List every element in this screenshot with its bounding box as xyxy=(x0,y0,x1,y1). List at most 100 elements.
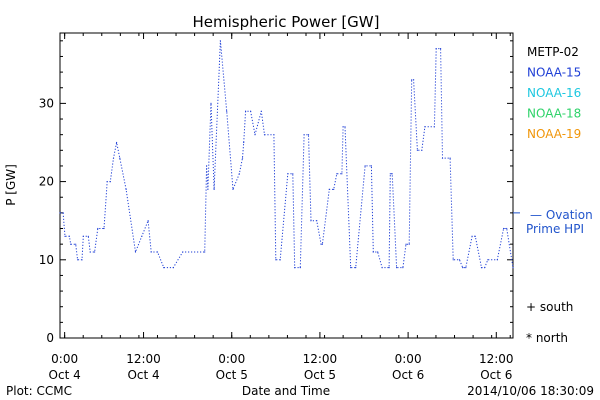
marker-south-label: + south xyxy=(526,300,573,314)
data-point xyxy=(243,141,245,144)
data-point xyxy=(336,173,338,175)
data-point xyxy=(106,181,108,183)
data-point xyxy=(421,149,423,151)
y-tick-label: 30 xyxy=(39,96,54,110)
data-point xyxy=(163,267,165,269)
data-point xyxy=(254,134,256,136)
data-point xyxy=(341,173,343,175)
data-point xyxy=(226,110,228,112)
data-point xyxy=(64,235,66,237)
x-tick-time-label: 0:00 xyxy=(51,352,78,366)
data-point xyxy=(310,220,312,222)
data-point xyxy=(405,243,407,245)
x-tick-date-label: Oct 6 xyxy=(480,368,512,382)
legend: METP-02 NOAA-15 NOAA-16 NOAA-18 NOAA-19 xyxy=(527,45,581,141)
data-point xyxy=(484,267,486,269)
x-axis: 0:00 Oct 4 12:00 Oct 4 0:00 Oct 5 12:00 Oct 5 0:… xyxy=(49,33,514,382)
legend-item-noaa-16: NOAA-16 xyxy=(527,86,581,100)
x-tick-time-label: 0:00 xyxy=(218,352,245,366)
data-point xyxy=(402,267,404,269)
data-point xyxy=(396,267,398,269)
footer-left: Plot: CCMC xyxy=(6,384,72,398)
data-point xyxy=(333,188,335,190)
data-point xyxy=(156,251,159,253)
data-point xyxy=(381,267,383,269)
data-point xyxy=(370,165,372,167)
x-tick-time-label: 12:00 xyxy=(126,352,161,366)
data-point xyxy=(474,235,476,237)
data-point xyxy=(70,243,72,245)
data-point xyxy=(77,259,79,261)
data-point xyxy=(59,212,61,214)
data-point xyxy=(321,243,323,245)
data-point xyxy=(89,251,91,253)
data-point xyxy=(182,251,184,253)
data-point xyxy=(241,157,244,159)
x-tick-date-label: Oct 5 xyxy=(216,368,248,382)
data-point xyxy=(109,181,111,183)
data-point xyxy=(355,267,357,269)
data-point xyxy=(94,251,96,253)
footer-right: 2014/10/06 18:30:09 xyxy=(467,384,594,398)
data-point xyxy=(328,188,330,190)
y-axis: 0 10 20 30 xyxy=(39,40,513,345)
data-point xyxy=(480,267,483,269)
marker-north-label: * north xyxy=(526,331,568,345)
data-point xyxy=(68,235,70,237)
y-tick-label: 0 xyxy=(46,331,54,345)
data-point xyxy=(449,157,451,159)
y-axis-label: P [GW] xyxy=(4,164,18,206)
data-point xyxy=(413,79,415,81)
data-point xyxy=(503,227,505,230)
data-point xyxy=(172,267,174,269)
data-point xyxy=(320,243,322,245)
data-point xyxy=(462,267,464,269)
data-point xyxy=(206,165,208,167)
data-point xyxy=(279,259,281,261)
data-point xyxy=(210,102,212,104)
ovation-label-line1: — Ovation xyxy=(530,208,593,222)
data-point xyxy=(458,259,461,261)
chart-title: Hemispheric Power [GW] xyxy=(193,13,380,31)
y-tick-label: 10 xyxy=(39,253,54,267)
data-point xyxy=(350,267,352,269)
series-line-noaa-15 xyxy=(60,40,514,269)
data-point xyxy=(440,48,442,50)
data-point xyxy=(316,220,318,222)
data-point xyxy=(344,126,346,128)
legend-item-metp-02: METP-02 xyxy=(527,45,579,59)
data-point xyxy=(141,235,143,237)
data-point xyxy=(506,227,508,230)
data-point xyxy=(207,188,209,190)
data-point xyxy=(389,173,391,175)
data-point xyxy=(119,157,121,159)
series-layer xyxy=(59,40,514,269)
data-point xyxy=(250,110,252,112)
data-point xyxy=(287,173,289,175)
y-tick-label: 20 xyxy=(39,175,54,189)
data-point xyxy=(307,134,310,136)
data-point xyxy=(433,126,435,128)
x-tick-date-label: Oct 6 xyxy=(392,368,424,382)
data-point xyxy=(408,243,410,245)
x-tick-time-label: 12:00 xyxy=(479,352,514,366)
data-point xyxy=(512,267,514,269)
data-point xyxy=(213,188,215,190)
data-point xyxy=(294,267,296,269)
data-point xyxy=(299,267,301,269)
data-point xyxy=(471,235,473,237)
data-point xyxy=(238,173,240,175)
data-point xyxy=(62,212,64,214)
data-point xyxy=(411,79,413,81)
data-point xyxy=(147,220,149,222)
data-point xyxy=(260,110,262,112)
data-point xyxy=(219,40,221,42)
data-point xyxy=(377,251,379,253)
x-tick-date-label: Oct 5 xyxy=(304,368,336,382)
data-point xyxy=(273,134,275,136)
data-point xyxy=(391,173,393,175)
data-point xyxy=(275,259,277,261)
data-point xyxy=(496,259,498,261)
data-point xyxy=(424,126,426,128)
data-point xyxy=(103,227,105,230)
